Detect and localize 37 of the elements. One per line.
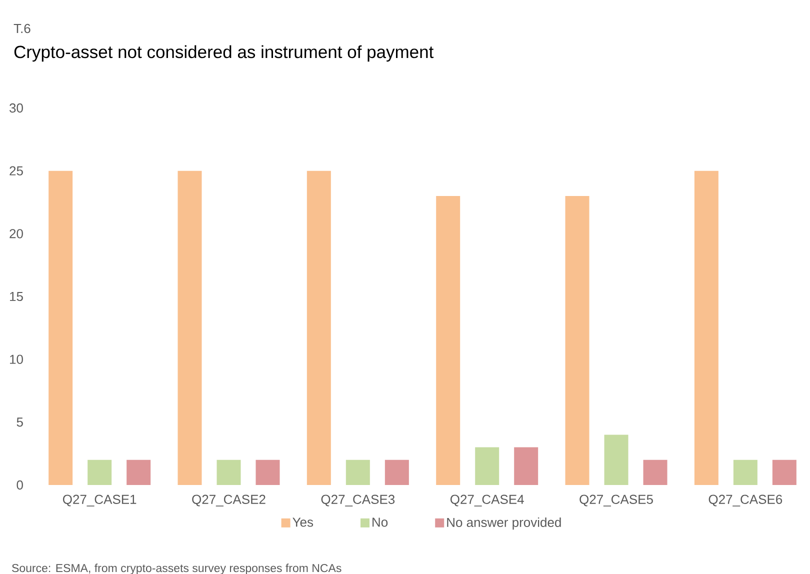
x-tick-label: Q27_CASE5 bbox=[580, 494, 653, 506]
y-tick-label: 20 bbox=[10, 229, 23, 238]
bar bbox=[346, 460, 370, 485]
y-tick-label: 5 bbox=[16, 418, 23, 427]
source-note: Source: ESMA, from crypto-assets survey responses from NCAs bbox=[12, 564, 342, 574]
y-tick-label: 30 bbox=[10, 103, 23, 113]
bar bbox=[216, 460, 241, 485]
legend-label: No answer provided bbox=[447, 517, 561, 530]
bar bbox=[643, 460, 668, 485]
y-tick-label: 25 bbox=[10, 166, 23, 176]
bar bbox=[126, 460, 151, 485]
x-tick-label: Q27_CASE1 bbox=[62, 494, 136, 506]
bar bbox=[475, 447, 500, 485]
y-tick-label: 10 bbox=[10, 354, 23, 364]
bar bbox=[514, 447, 538, 485]
bar bbox=[436, 196, 460, 485]
x-tick-label: Q27_CASE4 bbox=[450, 494, 524, 506]
bar bbox=[733, 460, 758, 485]
bar bbox=[256, 460, 280, 485]
chart-subtitle: T.6 bbox=[14, 24, 30, 34]
chart-title: Crypto-asset not considered as instrument of payment bbox=[14, 45, 434, 62]
legend-label: Yes bbox=[292, 518, 314, 527]
bar bbox=[565, 196, 590, 485]
bar bbox=[604, 434, 628, 485]
bar bbox=[306, 170, 331, 485]
bar bbox=[88, 460, 112, 485]
bar bbox=[48, 170, 73, 485]
y-tick-label: 15 bbox=[10, 292, 23, 302]
y-tick-label: 0 bbox=[16, 480, 23, 490]
bar bbox=[694, 170, 718, 485]
bar bbox=[772, 460, 796, 485]
x-tick-label: Q27_CASE2 bbox=[192, 494, 266, 506]
legend-label: No bbox=[372, 518, 388, 527]
x-tick-label: Q27_CASE6 bbox=[708, 494, 782, 506]
bar bbox=[178, 170, 202, 485]
bar bbox=[384, 460, 409, 485]
x-tick-label: Q27_CASE3 bbox=[321, 494, 395, 506]
